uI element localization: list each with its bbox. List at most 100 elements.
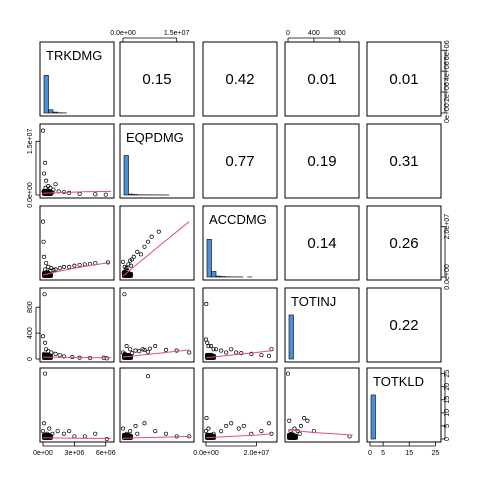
histogram-bar (48, 109, 54, 114)
data-point (122, 351, 127, 356)
histogram-bar (370, 394, 376, 440)
correlation-label: 0.26 (389, 235, 418, 252)
panel-frame-totkld-totinj (284, 367, 360, 443)
data-point (40, 128, 46, 133)
variable-name-eqpdmg: EQPDMG (126, 130, 184, 145)
panel-frame-eqpdmg-totinj (284, 123, 360, 199)
tick-label: 800 (334, 30, 346, 37)
data-point (292, 433, 297, 439)
histogram-bar (52, 111, 58, 114)
data-point (289, 431, 294, 436)
correlation-label: 0.19 (307, 153, 336, 170)
data-point (142, 244, 147, 249)
tick-label: 15 (405, 450, 413, 457)
tick-label: 0.0e+00 (193, 450, 219, 457)
data-point (93, 192, 98, 197)
tick-label: 1.5e+07 (164, 30, 190, 37)
tick-label: 400 (27, 327, 34, 339)
data-point (135, 249, 140, 254)
panel-frame-totkld-eqpdmg (119, 367, 195, 443)
data-point (224, 350, 229, 355)
diag-panel-trkdmg: TRKDMG (43, 48, 102, 114)
tick-label: 2e+06 (444, 82, 451, 102)
data-point (67, 264, 72, 269)
scatter-panel-totkld-vs-accdmg (203, 416, 274, 441)
data-point (105, 260, 110, 265)
panel-frame-totinj-trkdmg (39, 287, 115, 363)
variable-name-totkld: TOTKLD (373, 374, 424, 389)
diag-panel-accdmg: ACCDMG (206, 212, 267, 278)
scatter-panel-accdmg-vs-trkdmg (40, 219, 110, 279)
data-point (214, 347, 219, 352)
data-point (48, 185, 53, 190)
data-point (93, 431, 98, 436)
data-point (133, 423, 138, 428)
data-point (43, 185, 48, 190)
left-axis-totinj: 0 400 800 (27, 301, 40, 361)
data-point (53, 182, 58, 187)
data-point (82, 262, 87, 267)
data-point (146, 349, 151, 354)
panel-frame-totinj-accdmg (202, 287, 278, 363)
data-point (126, 432, 131, 437)
panel-frame-eqpdmg-eqpdmg (119, 123, 195, 199)
scatter-panel-totinj-vs-trkdmg (40, 292, 112, 361)
variable-name-accdmg: ACCDMG (209, 212, 267, 227)
right-axis-accdmg: 0.0e+00 2.0e+07 (441, 214, 451, 290)
data-point (44, 261, 49, 266)
data-point (82, 434, 87, 439)
data-point (153, 429, 158, 434)
panel-frame-trkdmg-totinj (284, 41, 360, 117)
data-point (61, 354, 66, 359)
data-point (53, 267, 58, 272)
data-point (259, 429, 264, 434)
data-point (305, 418, 310, 423)
tick-label: 25 (444, 370, 451, 378)
left-axis-eqpdmg: 0.0e+00 1.5e+07 (27, 128, 40, 208)
diag-panel-eqpdmg: EQPDMG (123, 130, 184, 196)
data-point (128, 429, 133, 434)
data-point (203, 429, 209, 434)
data-point (302, 416, 307, 421)
panel-grid: TRKDMG EQPDMG ACCDMG TOTINJ TOTKLD 0.15 0.42 0.… (39, 41, 442, 443)
panel-frame-eqpdmg-accdmg (202, 123, 278, 199)
data-point (40, 219, 46, 224)
scatter-panel-eqpdmg-vs-trkdmg (40, 128, 112, 197)
data-point (49, 350, 54, 355)
data-point (142, 421, 147, 426)
right-axis-totkld: 0 5 10 15 20 25 (441, 370, 451, 441)
data-point (72, 434, 77, 439)
tick-label: 0 (27, 357, 34, 361)
smooth-line (205, 433, 272, 439)
data-point (156, 229, 161, 234)
smooth-line (42, 356, 112, 359)
data-point (120, 259, 126, 264)
panel-frame-totinj-totkld (366, 287, 442, 363)
smooth-line (122, 435, 190, 439)
data-point (41, 239, 46, 244)
tick-label: 0.0e+00 (444, 264, 451, 290)
data-point (77, 191, 82, 196)
panel-frame-totkld-accdmg (202, 367, 278, 443)
data-point (204, 416, 209, 421)
data-point (133, 348, 138, 353)
data-point (128, 263, 133, 268)
panel-frame-accdmg-eqpdmg (119, 205, 195, 281)
data-point (287, 418, 292, 423)
data-point (138, 252, 143, 257)
tick-label: 0.0e+00 (110, 30, 136, 37)
correlation-label: 0.42 (225, 71, 254, 88)
data-point (219, 348, 224, 353)
data-point (124, 431, 129, 436)
histogram-bar (215, 275, 221, 278)
data-point (293, 433, 299, 439)
tick-label: 4e+06 (444, 61, 451, 81)
tick-label: 5 (444, 424, 451, 428)
data-point (127, 271, 132, 277)
data-point (44, 178, 49, 183)
data-point (234, 350, 239, 355)
data-point (146, 239, 151, 244)
smooth-line (287, 429, 353, 436)
histogram-bar (206, 239, 212, 278)
data-point (259, 353, 264, 358)
